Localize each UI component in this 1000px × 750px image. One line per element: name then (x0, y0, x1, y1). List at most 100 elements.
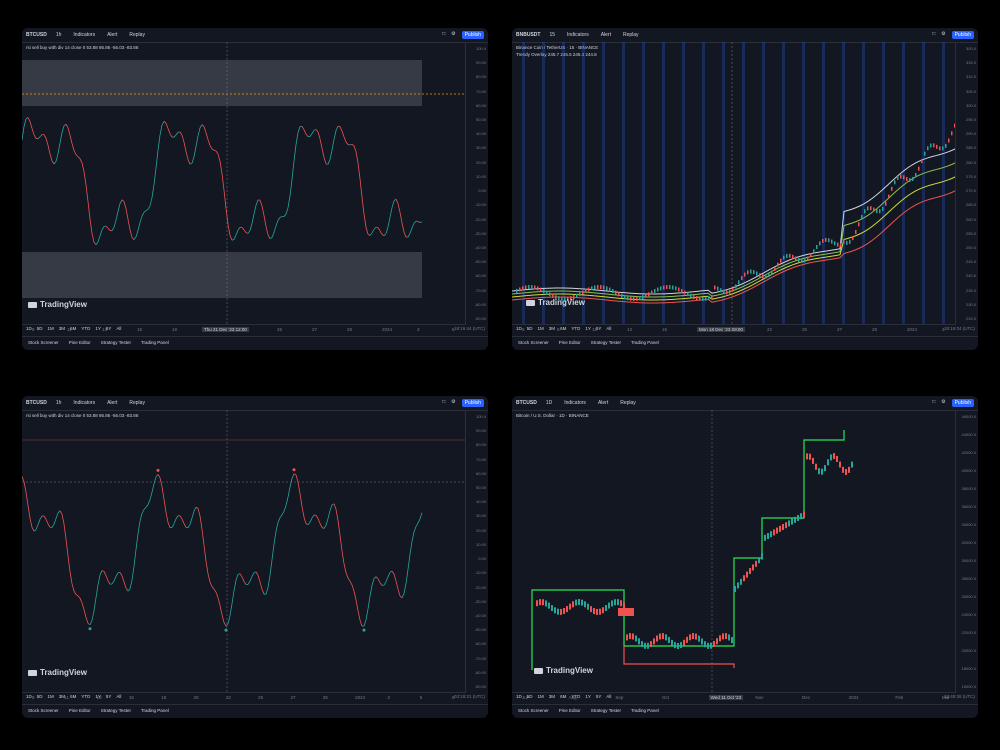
price-scale[interactable]: 100.0 90.00 80.00 70.00 60.00 50.00 40.00 30.00… (465, 42, 488, 324)
time-scale[interactable]: 8111315182022252729202435Thu 21 Dec '23 … (22, 324, 466, 335)
interval-button[interactable]: 1D (545, 400, 553, 406)
range-button[interactable]: All (606, 326, 612, 331)
gear-icon[interactable]: ⚙ (451, 31, 456, 37)
range-button[interactable]: 6M (560, 326, 567, 331)
replay-button[interactable]: Replay (620, 400, 636, 406)
rsi-segment (231, 590, 235, 604)
range-button[interactable]: 6M (70, 326, 77, 331)
range-button[interactable]: 3M (58, 694, 66, 699)
chart-area[interactable] (22, 410, 466, 692)
range-button[interactable]: 6M (70, 694, 77, 699)
range-button[interactable]: 6M (560, 694, 567, 699)
replay-button[interactable]: Replay (129, 400, 145, 406)
symbol-search[interactable]: BNBUSDT (516, 32, 541, 38)
chart-area[interactable] (512, 410, 956, 692)
time-scale[interactable]: 8 11 13 15 18 20 22 25 27 29 2024 3 5 8 (22, 692, 466, 703)
bottom-tab[interactable]: Stock Screener (518, 340, 549, 345)
range-button[interactable]: YTD (81, 326, 91, 331)
range-button[interactable]: 1Y (585, 326, 591, 331)
range-button[interactable]: 5D (36, 326, 43, 331)
range-button[interactable]: 1M (537, 694, 544, 699)
interval-button[interactable]: 1h (55, 32, 62, 38)
range-button[interactable]: 1D (516, 694, 522, 699)
bottom-tab[interactable]: Trading Panel (630, 340, 659, 345)
bottom-tab[interactable]: Trading Panel (630, 708, 659, 713)
indicators-button[interactable]: Indicators (73, 32, 96, 38)
range-button[interactable]: 1M (537, 326, 544, 331)
range-button[interactable]: 5Y (105, 326, 112, 331)
publish-button[interactable]: Publish (951, 31, 974, 39)
range-button[interactable]: 1Y (585, 694, 591, 699)
bottom-tab[interactable]: Stock Screener (518, 708, 549, 713)
range-button[interactable]: 5Y (105, 694, 112, 699)
alert-button[interactable]: Alert (600, 32, 611, 38)
range-button[interactable]: All (116, 326, 122, 331)
alert-button[interactable]: Alert (597, 400, 609, 406)
fullscreen-icon[interactable]: □ (932, 399, 936, 405)
gear-icon[interactable]: ⚙ (941, 31, 946, 37)
alert-button[interactable]: Alert (107, 400, 118, 406)
range-button[interactable]: 5Y (595, 326, 602, 331)
bottom-tab[interactable]: Pine Editor (558, 708, 581, 713)
indicators-button[interactable]: Indicators (73, 400, 96, 406)
range-button[interactable]: 1D (26, 694, 32, 699)
publish-button[interactable]: Publish (461, 31, 484, 39)
gear-icon[interactable]: ⚙ (941, 399, 946, 405)
range-button[interactable]: 3M (58, 326, 66, 331)
fullscreen-icon[interactable]: □ (932, 31, 936, 37)
indicators-button[interactable]: Indicators (564, 400, 586, 406)
publish-button[interactable]: Publish (951, 399, 974, 407)
bottom-tab[interactable]: Strategy Tester (100, 708, 131, 713)
bottom-tab[interactable]: Strategy Tester (100, 340, 131, 345)
range-button[interactable]: 1D (26, 326, 32, 331)
price-scale[interactable]: 100.0 90.00 80.00 70.00 60.00 50.00 40.00 30.00… (465, 410, 488, 692)
price-scale[interactable]: 46000.0 44000.0 42000.0 40000.0 38000.0 36000… (955, 410, 978, 692)
bottom-tab[interactable]: Trading Panel (140, 708, 169, 713)
fullscreen-icon[interactable]: □ (442, 399, 446, 405)
range-button[interactable]: 5D (526, 694, 533, 699)
replay-button[interactable]: Replay (129, 32, 145, 38)
replay-button[interactable]: Replay (622, 32, 639, 38)
interval-button[interactable]: 1h (55, 400, 62, 406)
range-button[interactable]: 3M (548, 326, 556, 331)
interval-button[interactable]: 15 (549, 32, 556, 38)
bottom-tab[interactable]: Pine Editor (68, 340, 91, 345)
bottom-tab[interactable]: Trading Panel (140, 340, 169, 345)
gear-icon[interactable]: ⚙ (451, 399, 456, 405)
bottom-tab[interactable]: Stock Screener (28, 340, 59, 345)
range-button[interactable]: YTD (571, 326, 581, 331)
range-button[interactable]: All (116, 694, 122, 699)
alert-button[interactable]: Alert (107, 32, 118, 38)
range-button[interactable]: 1M (47, 694, 54, 699)
range-button[interactable]: YTD (81, 694, 91, 699)
range-button[interactable]: 1M (47, 326, 54, 331)
bottom-tab[interactable]: Pine Editor (558, 340, 581, 345)
range-button[interactable]: YTD (571, 694, 581, 699)
bottom-tab[interactable]: Strategy Tester (590, 340, 621, 345)
candle (563, 607, 565, 614)
range-button[interactable]: 3M (548, 694, 556, 699)
indicators-button[interactable]: Indicators (567, 32, 589, 38)
symbol-search[interactable]: BTCUSD (26, 32, 47, 38)
range-button[interactable]: 1D (516, 326, 522, 331)
chart-area[interactable] (22, 42, 466, 324)
range-button[interactable]: 1Y (95, 694, 101, 699)
rsi-segment (231, 239, 235, 241)
range-button[interactable]: 1Y (95, 326, 101, 331)
bottom-tab[interactable]: Pine Editor (68, 708, 91, 713)
time-scale[interactable]: 6 8 11 13 15 Mon 18 Dec '23 09:00 20 22 25 27 29 20… (512, 324, 956, 335)
time-scale[interactable]: Jul Aug Sep Oct Wed 11 Oct '23 Nov Dec 2024 Feb M… (512, 692, 956, 703)
publish-button[interactable]: Publish (461, 399, 484, 407)
symbol-search[interactable]: BTCUSD (516, 400, 537, 406)
fullscreen-icon[interactable]: □ (442, 31, 446, 37)
range-button[interactable]: 5D (526, 326, 533, 331)
range-button[interactable]: 5D (36, 694, 43, 699)
rsi-segment (345, 572, 349, 579)
bottom-tab[interactable]: Stock Screener (28, 708, 59, 713)
range-button[interactable]: All (606, 694, 612, 699)
symbol-search[interactable]: BTCUSD (26, 400, 47, 406)
price-scale[interactable]: 320.0 315.0 310.0 305.0 300.0 295.0 290.0 285.0… (955, 42, 978, 324)
bottom-tab[interactable]: Strategy Tester (590, 708, 621, 713)
range-button[interactable]: 5Y (595, 694, 602, 699)
chart-area[interactable] (512, 42, 956, 324)
